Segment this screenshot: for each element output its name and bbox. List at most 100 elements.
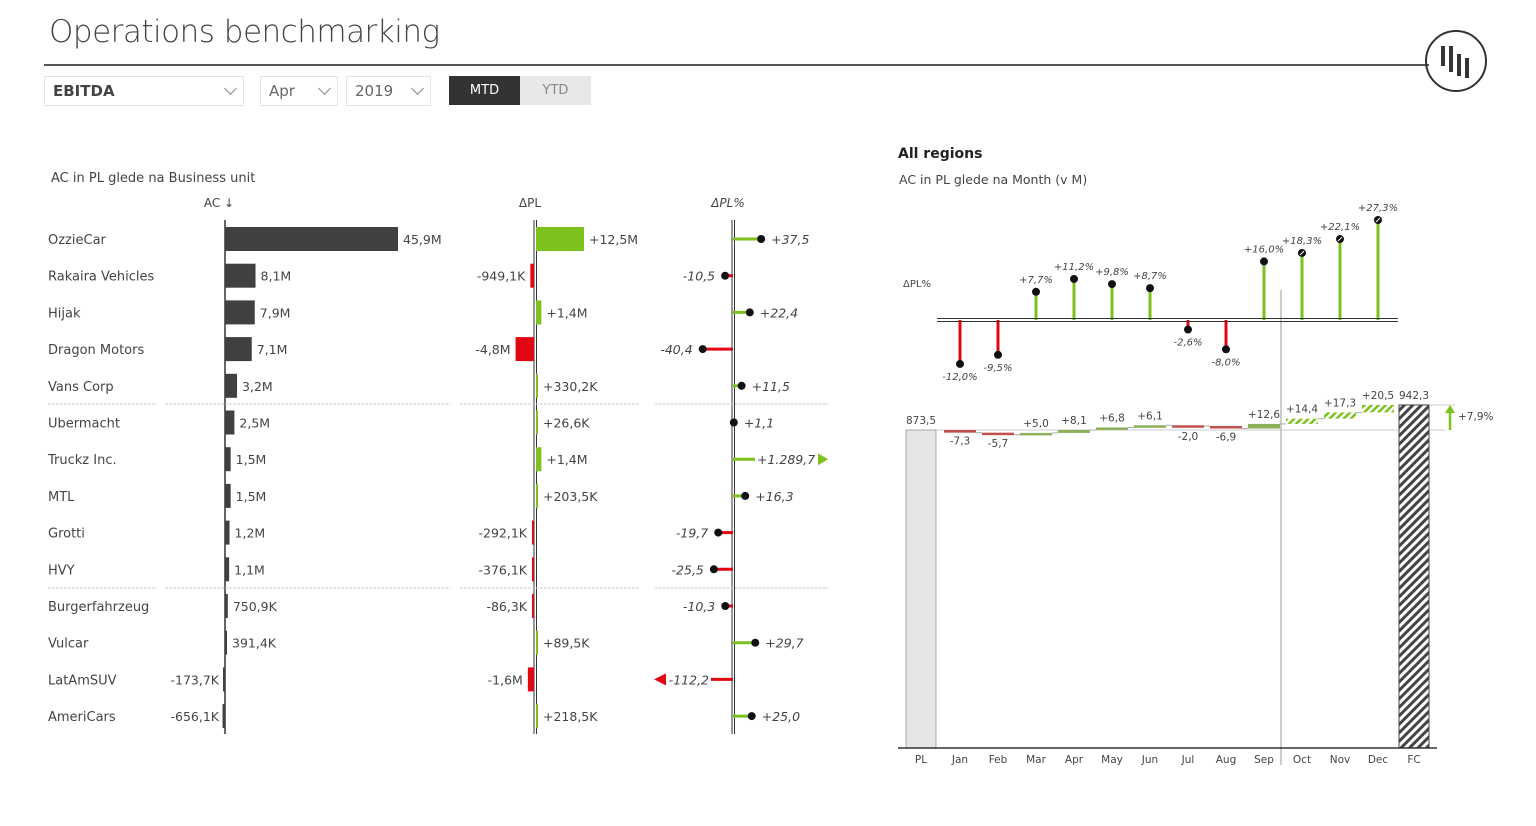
year-value: 2019 — [355, 82, 394, 100]
ac-bar — [222, 704, 225, 729]
pct-label: +8,7% — [1133, 271, 1167, 282]
pct-label: +11,2% — [1054, 262, 1094, 273]
dpl-value: -86,3K — [486, 599, 527, 614]
pct-dot — [1032, 287, 1040, 296]
category-label: PL — [915, 754, 927, 766]
delta-label: +14,4 — [1286, 404, 1318, 416]
overflow-arrow-icon — [818, 453, 828, 466]
pct-dot-hatch — [1337, 236, 1343, 242]
pct-label: +27,3% — [1358, 203, 1398, 214]
pct-value: +25,0 — [762, 709, 800, 724]
pct-label: -9,5% — [983, 363, 1012, 374]
delta-label: +6,1 — [1137, 410, 1163, 422]
measure-dropdown[interactable]: EBITDA — [44, 76, 244, 106]
ac-value: 8,1M — [261, 269, 292, 284]
pct-dot — [714, 528, 723, 537]
row-label: MTL — [48, 490, 75, 505]
dpl-value: -1,6M — [488, 672, 523, 687]
pl-value: 873,5 — [906, 415, 936, 427]
category-label: FC — [1407, 754, 1420, 766]
pct-value: -25,5 — [672, 562, 704, 577]
category-label: Jun — [1141, 754, 1158, 766]
pct-value: -112,2 — [669, 672, 709, 687]
pct-value: -19,7 — [676, 526, 708, 541]
ac-value: 3,2M — [242, 379, 273, 394]
category-label: Sep — [1254, 754, 1274, 766]
dpl-bar — [536, 300, 542, 325]
title-divider — [44, 64, 1429, 66]
dpl-bar — [536, 373, 538, 398]
waterfall-bar — [1210, 425, 1242, 429]
pct-dot — [729, 418, 738, 427]
pct-value: +37,5 — [771, 232, 809, 247]
month-dropdown[interactable]: Apr — [260, 76, 338, 106]
category-label: Oct — [1293, 754, 1311, 766]
pct-dot — [1260, 257, 1268, 266]
waterfall-bar — [1172, 425, 1204, 428]
right-subtitle: AC in PL glede na Month (v M) — [899, 172, 1087, 187]
dpl-value: -376,1K — [479, 562, 528, 577]
pct-label: +16,0% — [1244, 244, 1284, 255]
dpl-bar — [536, 704, 538, 729]
ac-value: 45,9M — [403, 232, 442, 247]
pct-value: -40,4 — [660, 342, 692, 357]
ac-bar — [225, 520, 230, 545]
measure-value: EBITDA — [53, 82, 115, 100]
ac-bar — [225, 410, 235, 435]
waterfall-bar — [1248, 423, 1280, 429]
pct-dot — [741, 491, 750, 500]
waterfall-bar — [1362, 404, 1394, 413]
waterfall-bar — [1096, 427, 1128, 430]
dpl-value: -949,1K — [477, 269, 526, 284]
pct-value: +1.289,7 — [757, 452, 815, 467]
row-label: Vans Corp — [48, 380, 114, 395]
dpl-column-header: ΔPL — [519, 196, 541, 210]
dpl-bar — [515, 337, 534, 362]
ac-column-header[interactable]: AC ↓ — [204, 196, 234, 210]
delta-label: -6,9 — [1216, 432, 1237, 444]
category-label: Apr — [1065, 754, 1084, 766]
row-label: Grotti — [48, 527, 85, 542]
pct-axis-label: ΔPL% — [903, 279, 931, 290]
category-label: Mar — [1026, 754, 1046, 766]
dpl-value: +1,4M — [546, 305, 587, 320]
dpl-bar — [536, 630, 538, 655]
delta-label: +5,0 — [1023, 418, 1049, 430]
dpl-value: +203,5K — [543, 489, 598, 504]
row-label: Rakaira Vehicles — [48, 270, 155, 285]
pct-label: +9,8% — [1095, 267, 1129, 278]
category-label: Aug — [1216, 754, 1237, 766]
dpl-bar — [532, 594, 534, 618]
category-label: Feb — [989, 754, 1008, 766]
waterfall-bar — [1324, 412, 1356, 419]
ac-value: 1,1M — [234, 562, 265, 577]
waterfall-bar — [982, 432, 1014, 436]
delta-label: -2,0 — [1178, 431, 1199, 443]
ac-bar — [225, 300, 255, 325]
ac-value: 1,2M — [235, 526, 266, 541]
ac-value: -173,7K — [171, 672, 220, 687]
ac-value: 1,5M — [236, 452, 267, 467]
mtd-toggle[interactable]: MTD — [449, 76, 520, 105]
row-label: AmeriCars — [48, 710, 116, 725]
business-unit-table: OzzieCar 45,9M +12,5M +37,5 Rakaira Vehicles… — [47, 220, 828, 734]
pct-dot — [721, 602, 730, 610]
row-label: HVY — [48, 563, 75, 578]
left-subtitle: AC in PL glede na Business unit — [51, 171, 255, 186]
delta-label: +6,8 — [1099, 412, 1125, 424]
logo-icon — [1425, 30, 1487, 92]
year-dropdown[interactable]: 2019 — [346, 76, 431, 106]
ytd-toggle[interactable]: YTD — [520, 76, 591, 105]
waterfall-bar — [944, 430, 976, 433]
row-label: LatAmSUV — [48, 673, 117, 688]
row-label: Truckz Inc. — [47, 453, 117, 468]
ac-bar — [225, 557, 230, 582]
dpl-value: +1,4M — [546, 452, 587, 467]
category-label: May — [1101, 754, 1123, 766]
pct-dot — [698, 345, 707, 354]
pct-dot — [1222, 345, 1230, 354]
pct-label: -12,0% — [942, 372, 977, 383]
arrow-up-icon — [1445, 404, 1455, 413]
pct-dot — [956, 359, 964, 368]
